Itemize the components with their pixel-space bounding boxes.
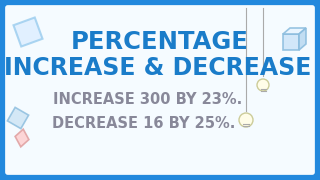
FancyBboxPatch shape xyxy=(283,34,299,50)
Text: INCREASE & DECREASE: INCREASE & DECREASE xyxy=(4,56,312,80)
FancyBboxPatch shape xyxy=(2,2,318,178)
Circle shape xyxy=(257,79,269,91)
Text: DECREASE 16 BY 25%.: DECREASE 16 BY 25%. xyxy=(52,116,236,130)
Polygon shape xyxy=(299,28,306,50)
Polygon shape xyxy=(283,28,306,34)
Polygon shape xyxy=(7,107,28,129)
Polygon shape xyxy=(15,129,29,147)
Polygon shape xyxy=(13,17,43,46)
Circle shape xyxy=(239,113,253,127)
Text: INCREASE 300 BY 23%.: INCREASE 300 BY 23%. xyxy=(53,93,243,107)
Text: PERCENTAGE: PERCENTAGE xyxy=(71,30,249,54)
